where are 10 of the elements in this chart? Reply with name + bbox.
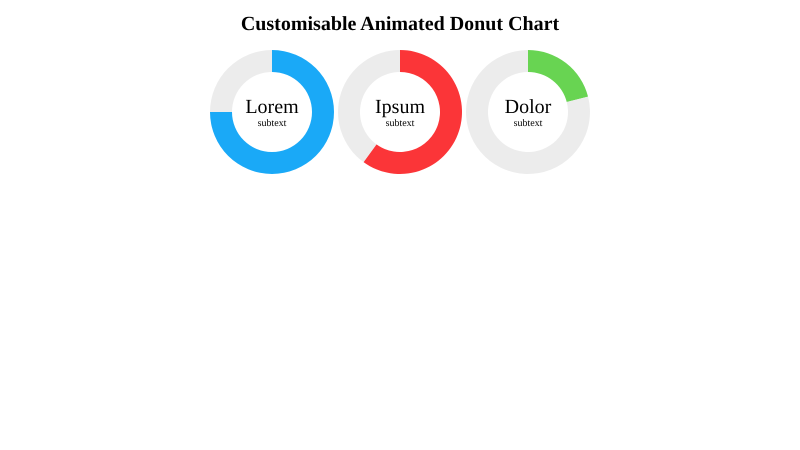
donut-slice [466, 50, 590, 174]
text: subtext [514, 118, 543, 129]
text: subtext [386, 118, 415, 129]
text: Customisable Animated Donut Chart [240, 13, 560, 35]
donut-slice [364, 50, 462, 174]
text: Ipsum [375, 96, 426, 118]
text: Dolor [504, 96, 552, 118]
text: subtext [258, 118, 287, 129]
text: Lorem [245, 96, 300, 118]
donut-slice [210, 50, 334, 174]
